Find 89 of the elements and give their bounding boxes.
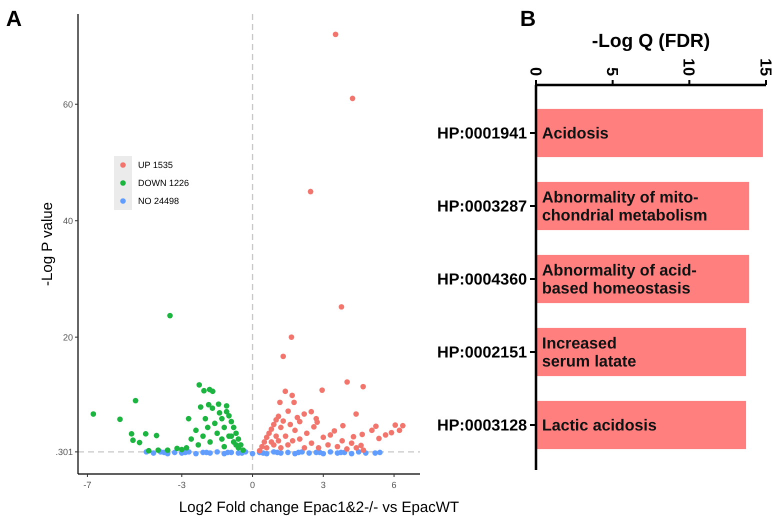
point [201,388,207,394]
point [212,420,218,426]
point [178,446,185,452]
annotation: Abnormality of mito- chondrial metabolism [542,190,708,225]
point [219,436,225,442]
point [196,382,202,388]
y-tick-label: HP:0003287 [437,198,528,216]
y-tick-label: 60 [62,99,73,110]
point [219,416,225,422]
x-tick-label: 15 [756,58,774,76]
point [250,450,256,456]
point [136,440,142,446]
point [221,424,228,430]
point [377,450,383,456]
annotation: Abnormality of acid- based homeostasis [542,262,697,298]
annotation: Lactic acidosis [542,418,657,435]
y-tick-label: 20 [62,332,73,342]
legend-label: NO 24498 [138,196,180,206]
point [164,447,170,453]
point [285,450,291,456]
annotation: Acidosis [542,126,609,143]
point [372,450,378,456]
point [188,436,194,442]
point [216,401,222,407]
point [306,450,312,456]
x-axis-title: Log2 Fold change Epac1&2-/- vs EpacWT [178,499,460,516]
x-tick-label: -7 [83,480,92,490]
point [236,436,242,442]
x-tick-label: 0 [250,480,256,490]
point [200,433,206,439]
point [132,398,138,404]
point [186,416,192,422]
point [130,437,136,444]
y-axis-title: -Log P value [39,202,56,286]
point [296,450,302,456]
point [224,403,230,409]
point [328,449,334,455]
y-tick-label: HP:0004360 [437,272,528,289]
point [230,424,236,430]
point [193,428,199,434]
point [155,447,161,453]
point [202,416,208,422]
point [198,404,204,410]
point [90,411,96,417]
point [210,405,216,412]
point [128,431,134,437]
point [226,412,232,419]
x-tick-label: 0 [526,67,544,76]
point [216,410,222,416]
annotation: Increased serum latate [542,336,636,371]
point [184,444,190,451]
point [214,430,220,436]
x-axis-title: -Log Q (FDR) [592,31,710,52]
point [228,418,234,424]
point [233,430,239,436]
point [154,432,160,438]
legend-label: UP 1535 [138,160,173,170]
point [172,450,178,456]
point [142,431,148,437]
point [233,442,239,448]
point [221,444,228,450]
point [240,447,246,453]
point [204,424,211,430]
chart-title: B [520,6,536,31]
y-tick-label: .301 [55,447,73,458]
point [207,439,213,445]
point [117,416,123,422]
point [210,388,216,394]
y-tick-label: HP:0002151 [437,344,528,362]
point [214,449,220,455]
point [150,450,156,456]
y-tick-label: HP:0001941 [437,126,528,143]
point [224,408,230,414]
x-tick-label: 3 [320,480,326,490]
point [167,312,173,318]
x-tick-label: -3 [178,480,186,490]
point [146,448,152,454]
point [348,450,354,456]
x-tick-label: 6 [392,480,397,490]
chart-title: A [6,6,22,31]
point [174,446,180,452]
y-tick-label: HP:0003128 [437,418,528,435]
point [193,450,199,456]
x-tick-label: 10 [680,58,697,76]
y-tick-label: 40 [62,216,73,226]
point [206,402,212,408]
legend-label: DOWN 1226 [138,178,190,188]
x-tick-label: 5 [603,67,620,76]
point [195,442,202,448]
